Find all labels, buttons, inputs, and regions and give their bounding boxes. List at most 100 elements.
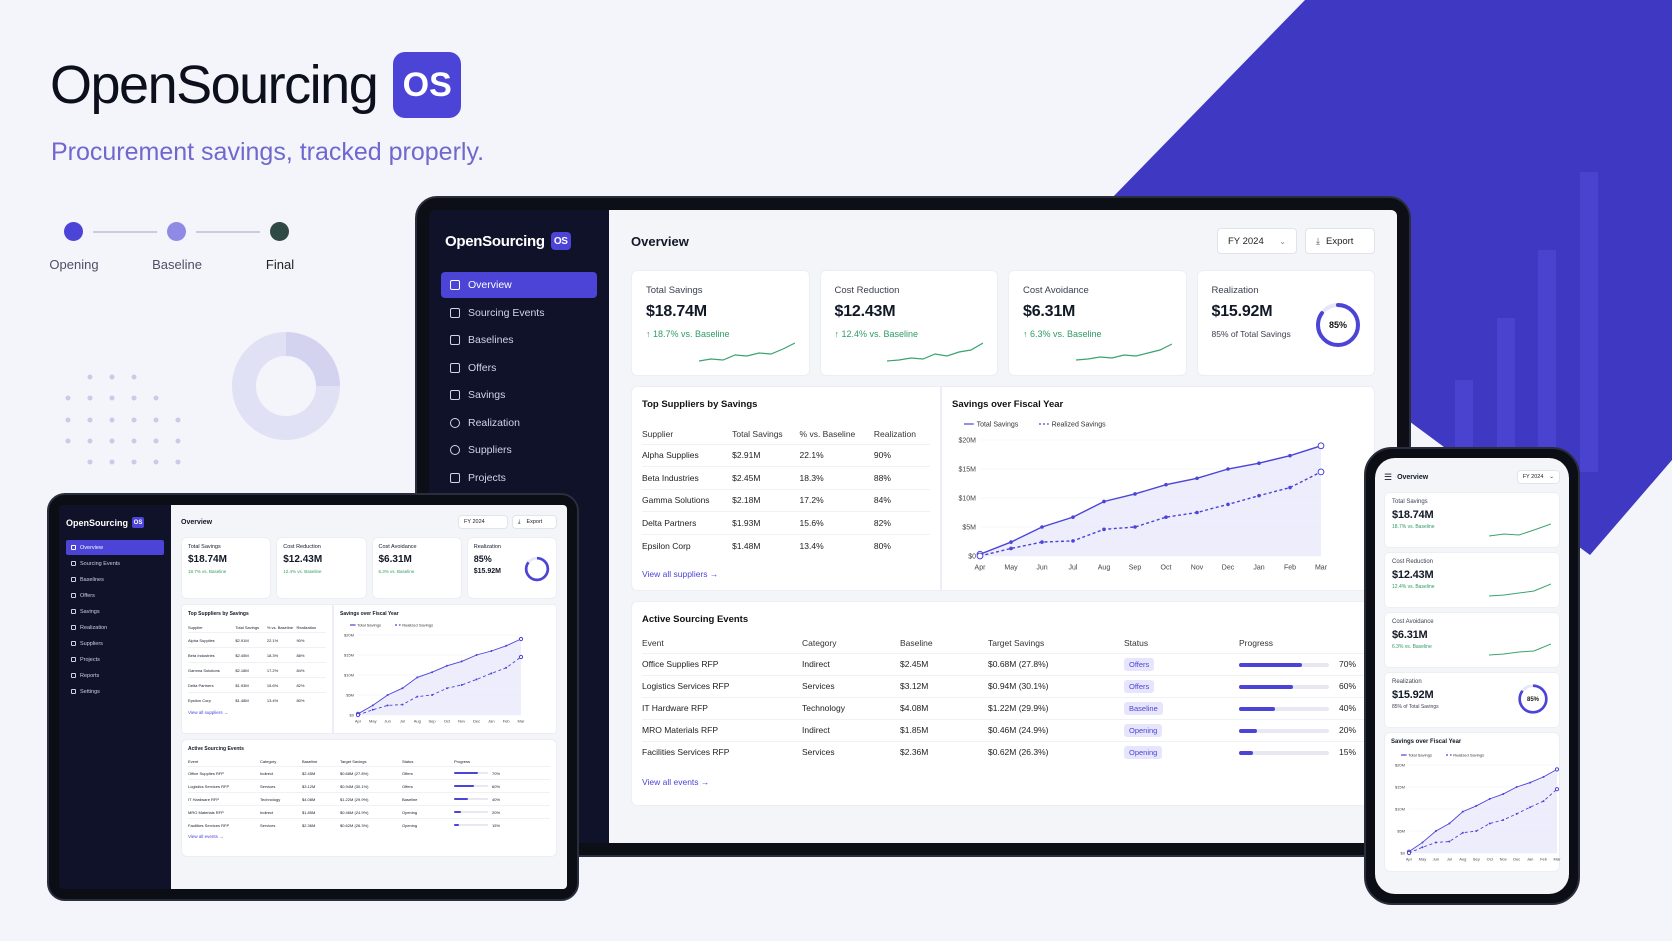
data-point[interactable] <box>1133 492 1137 496</box>
data-point[interactable] <box>1515 786 1518 788</box>
sidebar-item-savings[interactable]: Savings <box>441 382 597 408</box>
table-row[interactable]: Gamma Solutions $2.18M 17.2% 84% <box>642 489 930 512</box>
tablet-view-all-suppliers[interactable]: View all suppliers → <box>188 710 229 715</box>
data-point[interactable] <box>505 666 508 669</box>
table-row[interactable]: Epsilon Corp $1.48M 13.4% 80% <box>188 692 326 707</box>
data-point[interactable] <box>1515 812 1518 815</box>
table-row[interactable]: Alpha Supplies $2.91M 22.1% 90% <box>642 444 930 467</box>
data-point[interactable] <box>976 552 984 560</box>
sidebar-item-realization[interactable]: Realization <box>66 620 164 635</box>
data-point[interactable] <box>1448 822 1451 825</box>
data-point[interactable] <box>1288 485 1292 490</box>
data-point[interactable] <box>1542 775 1545 778</box>
data-point[interactable] <box>431 671 434 674</box>
data-point[interactable] <box>416 676 419 679</box>
data-point[interactable] <box>1288 453 1292 458</box>
data-point[interactable] <box>490 650 493 652</box>
data-point[interactable] <box>1102 527 1106 532</box>
data-point[interactable] <box>1226 467 1230 471</box>
data-point[interactable] <box>1071 515 1075 519</box>
data-point[interactable] <box>1421 846 1424 849</box>
data-point[interactable] <box>416 695 419 698</box>
data-point[interactable] <box>1461 831 1464 834</box>
table-row[interactable]: Facilities Services RFP Services $2.36M $0.… <box>188 818 550 831</box>
sidebar-item-sourcing-events[interactable]: Sourcing Events <box>441 300 597 326</box>
data-point[interactable] <box>386 694 389 696</box>
table-row[interactable]: Office Supplies RFP Indirect $2.45M $0.68M … <box>642 653 1364 675</box>
data-point[interactable] <box>1502 819 1505 821</box>
data-point[interactable] <box>1317 442 1325 450</box>
data-point[interactable] <box>401 687 404 690</box>
sidebar-item-offers[interactable]: Offers <box>66 588 164 603</box>
data-point[interactable] <box>445 687 448 690</box>
sidebar-item-sourcing-events[interactable]: Sourcing Events <box>66 556 164 571</box>
sidebar-item-offers[interactable]: Offers <box>441 355 597 381</box>
sidebar-item-projects[interactable]: Projects <box>66 652 164 667</box>
data-point[interactable] <box>475 678 478 681</box>
table-row[interactable]: Logistics Services RFP Services $3.12M $0.9… <box>642 675 1364 697</box>
table-row[interactable]: Beta Industries $2.45M 18.3% 88% <box>188 647 326 662</box>
data-point[interactable] <box>1226 502 1230 507</box>
data-point[interactable] <box>386 704 389 707</box>
sidebar-item-savings[interactable]: Savings <box>66 604 164 619</box>
data-point[interactable] <box>1475 830 1478 832</box>
table-row[interactable]: Beta Industries $2.45M 18.3% 88% <box>642 466 930 490</box>
data-point[interactable] <box>1040 525 1044 529</box>
data-point[interactable] <box>1488 797 1491 800</box>
data-point[interactable] <box>1434 841 1437 844</box>
export-button[interactable]: ⤓ Export <box>1305 228 1375 254</box>
data-point[interactable] <box>1195 476 1199 481</box>
sidebar-item-overview[interactable]: Overview <box>441 272 597 298</box>
data-point[interactable] <box>460 660 463 663</box>
view-all-events-link[interactable]: View all events → <box>642 777 710 787</box>
sidebar-item-baselines[interactable]: Baselines <box>441 327 597 353</box>
data-point[interactable] <box>518 654 524 660</box>
tablet-fiscal-select[interactable]: FY 2024 <box>458 515 508 529</box>
sidebar-item-suppliers[interactable]: Suppliers <box>441 437 597 463</box>
table-row[interactable]: Alpha Supplies $2.91M 22.1% 90% <box>188 632 326 647</box>
data-point[interactable] <box>1554 767 1560 772</box>
table-row[interactable]: Epsilon Corp $1.48M 13.4% 80% <box>642 534 930 557</box>
data-point[interactable] <box>355 712 361 718</box>
data-point[interactable] <box>1529 806 1532 809</box>
data-point[interactable] <box>1542 800 1545 803</box>
data-point[interactable] <box>371 704 374 707</box>
data-point[interactable] <box>460 684 463 686</box>
data-point[interactable] <box>1317 468 1325 476</box>
table-row[interactable]: MRO Materials RFP Indirect $1.85M $0.46M (2… <box>188 805 550 818</box>
data-point[interactable] <box>1164 515 1168 519</box>
table-row[interactable]: MRO Materials RFP Indirect $1.85M $0.46M (2… <box>642 719 1364 741</box>
data-point[interactable] <box>1529 781 1532 784</box>
data-point[interactable] <box>1195 510 1199 515</box>
data-point[interactable] <box>490 672 493 675</box>
data-point[interactable] <box>1257 461 1261 465</box>
data-point[interactable] <box>371 708 374 711</box>
menu-icon[interactable]: ☰ <box>1384 471 1393 482</box>
table-row[interactable]: Delta Partners $1.93M 15.6% 82% <box>642 511 930 535</box>
tablet-export-button[interactable]: ⤓ Export <box>512 515 557 529</box>
data-point[interactable] <box>1461 810 1464 813</box>
data-point[interactable] <box>1421 841 1424 844</box>
data-point[interactable] <box>1102 499 1106 504</box>
data-point[interactable] <box>1009 540 1013 544</box>
data-point[interactable] <box>1488 822 1491 825</box>
sidebar-item-projects[interactable]: Projects <box>441 465 597 491</box>
table-row[interactable]: Delta Partners $1.93M 15.6% 82% <box>188 677 326 692</box>
data-point[interactable] <box>1502 793 1505 796</box>
tablet-logo[interactable]: OpenSourcing OS <box>66 517 164 528</box>
table-row[interactable]: Logistics Services RFP Services $3.12M $0.9… <box>188 779 550 792</box>
data-point[interactable] <box>445 664 448 667</box>
data-point[interactable] <box>1448 840 1451 843</box>
data-point[interactable] <box>1434 830 1437 832</box>
data-point[interactable] <box>1133 525 1137 529</box>
tablet-view-all-events[interactable]: View all events → <box>188 834 224 839</box>
table-row[interactable]: Office Supplies RFP Indirect $2.45M $0.68M … <box>188 766 550 779</box>
data-point[interactable] <box>518 636 524 642</box>
data-point[interactable] <box>1554 787 1560 792</box>
data-point[interactable] <box>431 694 434 696</box>
sidebar-item-realization[interactable]: Realization <box>441 410 597 436</box>
sidebar-item-overview[interactable]: Overview <box>66 540 164 555</box>
fiscal-year-select[interactable]: FY 2024 ⌄ <box>1217 228 1297 254</box>
data-point[interactable] <box>505 644 508 647</box>
view-all-suppliers-link[interactable]: View all suppliers → <box>642 568 719 579</box>
